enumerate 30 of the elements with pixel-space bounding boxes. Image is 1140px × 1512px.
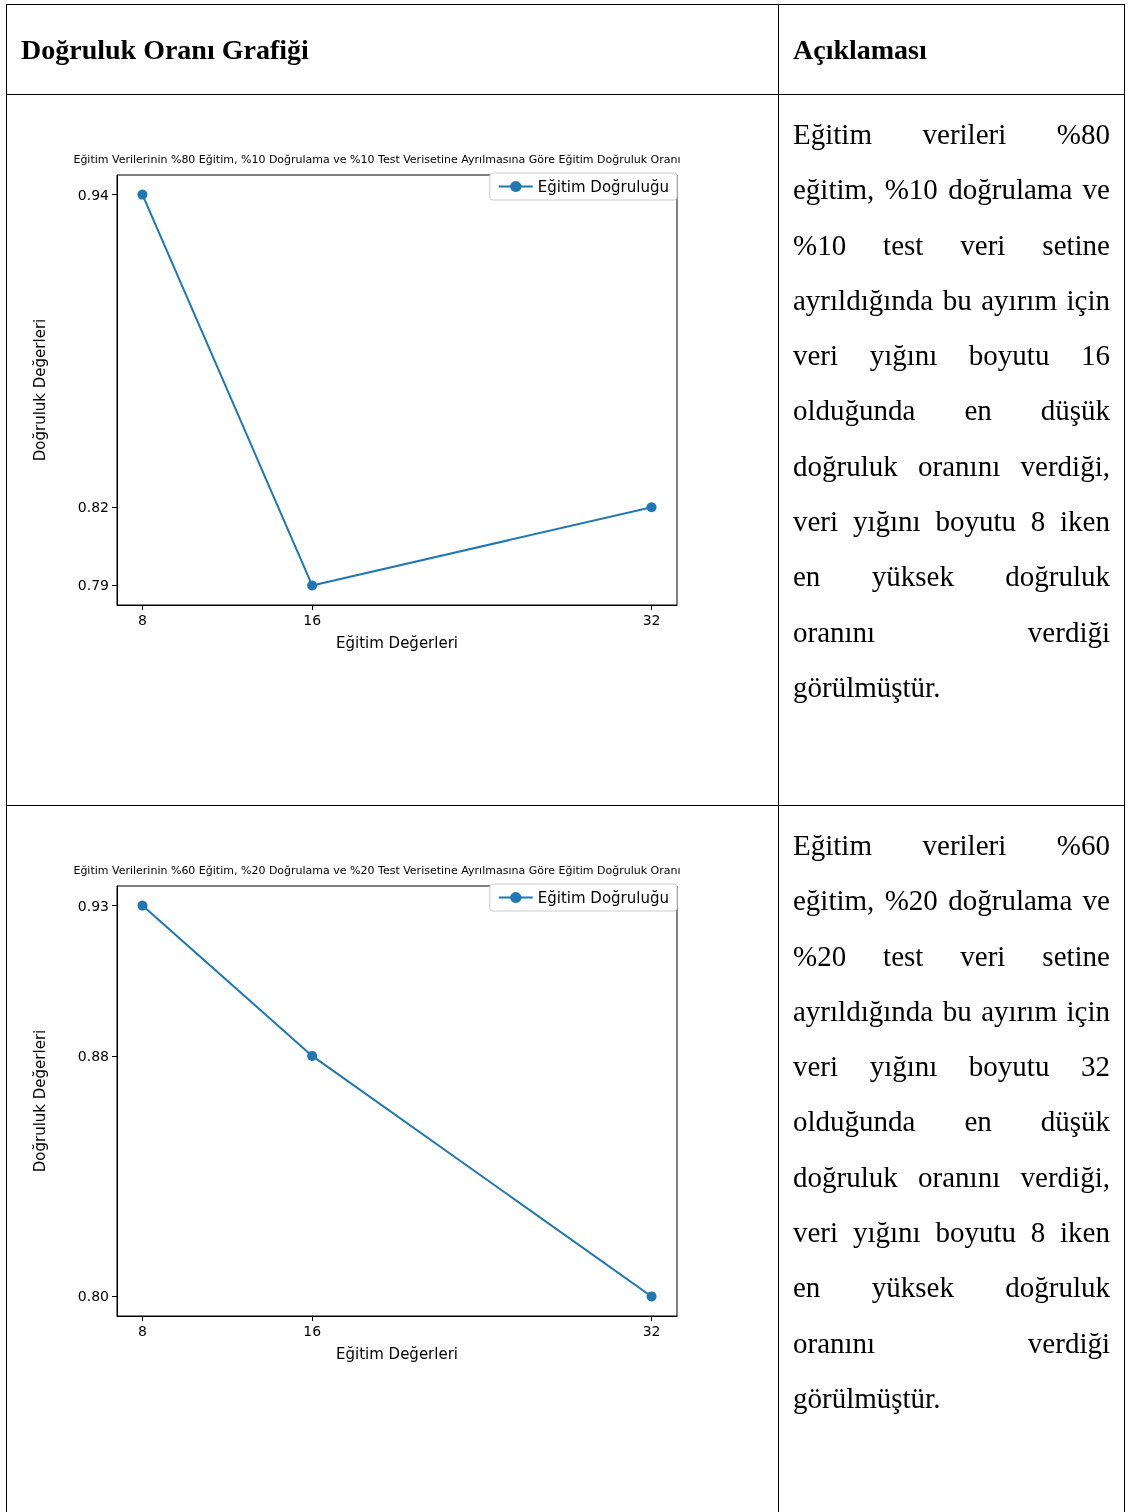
x-tick-label: 8 <box>137 612 147 628</box>
y-tick-label: 0.82 <box>77 499 109 516</box>
point <box>137 189 148 200</box>
point <box>307 1050 318 1061</box>
y-axis-title: Doğruluk Değerleri <box>30 1029 49 1173</box>
text: Eğitim verileri %80 eğitim, %10 doğrulama ve %10 test veri setine ayrıldığında bu ayırım için veri yığını boyutu 16 olduğunda en düşük doğruluk oranını verdiği, veri yığını boyutu 8 iken en yüksek doğruluk oranını verdiği görülmüştür. <box>793 118 1110 703</box>
x-axis-title: Eğitim Değerleri <box>335 633 459 652</box>
chart-title: Eğitim Verilerinin %80 Eğitim, %10 Doğrulama ve %10 Test Verisetine Ayrılmasına Göre Eğitim Doğruluk Oranı <box>73 153 681 166</box>
point <box>646 502 657 513</box>
legend-label: Eğitim Doğruluğu <box>537 888 670 907</box>
y-tick-label: 0.93 <box>77 897 109 914</box>
point <box>646 1291 657 1302</box>
text: Eğitim verileri %60 eğitim, %20 doğrulama ve %20 test veri setine ayrıldığında bu ayırım için veri yığını boyutu 32 olduğunda en düşük doğruluk oranını verdiği, veri yığını boyutu 8 iken en yüksek doğruluk oranını verdiği görülmüştür. <box>793 829 1110 1414</box>
x-axis-title: Eğitim Değerleri <box>335 1344 459 1363</box>
text: Açıklaması <box>793 33 927 65</box>
chart-title: Eğitim Verilerinin %60 Eğitim, %20 Doğrulama ve %20 Test Verisetine Ayrılmasına Göre Eğitim Doğruluk Oranı <box>73 864 681 877</box>
x-tick-label: 16 <box>303 612 322 628</box>
text: Doğruluk Oranı Grafiği <box>21 33 309 65</box>
x-tick-label: 16 <box>303 1323 322 1339</box>
y-tick-label: 0.88 <box>77 1047 109 1064</box>
legend-label: Eğitim Doğruluğu <box>537 177 670 196</box>
y-tick-label: 0.79 <box>77 577 109 594</box>
y-tick-label: 0.94 <box>77 186 110 203</box>
x-tick-label: 8 <box>137 1323 147 1339</box>
point <box>137 900 148 911</box>
y-axis-title: Doğruluk Değerleri <box>30 318 49 462</box>
x-tick-label: 32 <box>642 1323 661 1339</box>
x-tick-label: 32 <box>642 612 661 628</box>
point <box>307 580 318 591</box>
y-tick-label: 0.80 <box>77 1288 109 1305</box>
